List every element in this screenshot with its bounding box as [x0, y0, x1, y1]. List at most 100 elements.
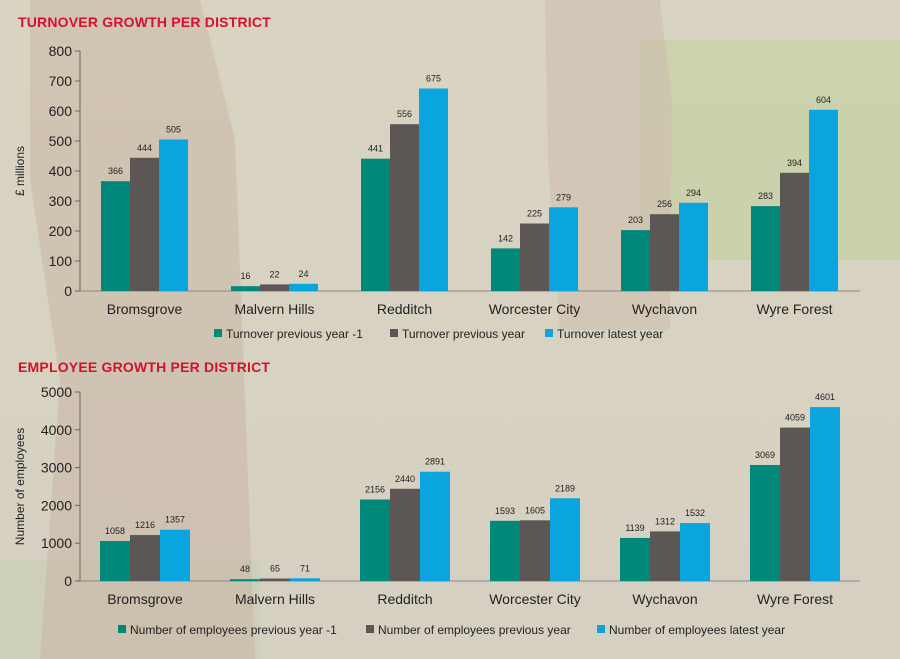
- chart2-y-tick-label: 5000: [41, 384, 72, 400]
- chart2-bar: [130, 535, 160, 581]
- chart2-bar: [780, 427, 810, 581]
- chart1-bar: [780, 172, 809, 291]
- chart1-bar: [101, 181, 130, 291]
- chart2-data-label: 1532: [685, 508, 705, 518]
- chart1-bar: [679, 202, 708, 291]
- chart1-bar: [390, 124, 419, 291]
- chart1-data-label: 225: [527, 209, 542, 219]
- chart2-bar: [260, 578, 290, 581]
- chart1-y-tick-label: 300: [49, 193, 73, 209]
- chart1-data-label: 444: [137, 143, 152, 153]
- chart2-bar: [420, 471, 450, 581]
- chart2-y-tick-label: 3000: [41, 460, 72, 476]
- chart2-data-label: 1216: [135, 520, 155, 530]
- chart2-bar: [390, 488, 420, 581]
- chart1-category-label: Redditch: [377, 301, 432, 317]
- chart2-category-label: Redditch: [377, 591, 432, 607]
- chart2-legend-swatch: [597, 625, 605, 633]
- chart1-bar: [231, 286, 260, 291]
- chart2-bar: [490, 520, 520, 581]
- chart1-bar: [549, 207, 578, 291]
- chart2-data-label: 48: [240, 564, 250, 574]
- chart2-data-label: 2156: [365, 485, 385, 495]
- chart1-bar: [260, 284, 289, 291]
- chart1-legend-label: Turnover previous year -1: [226, 327, 363, 341]
- chart1-data-label: 366: [108, 166, 123, 176]
- chart1-bar: [159, 139, 188, 291]
- chart1-data-label: 203: [628, 215, 643, 225]
- chart2-bar: [230, 579, 260, 581]
- chart1-category-label: Wychavon: [632, 301, 697, 317]
- chart1-data-label: 294: [686, 188, 701, 198]
- chart1-y-tick-label: 100: [49, 253, 73, 269]
- chart1-legend-swatch: [214, 329, 222, 337]
- chart2-legend-swatch: [366, 625, 374, 633]
- chart2-y-axis-label: Number of employees: [13, 428, 27, 545]
- chart2-data-label: 71: [300, 563, 310, 573]
- chart2-bar: [680, 523, 710, 581]
- chart2-data-label: 1312: [655, 516, 675, 526]
- chart1-data-label: 441: [368, 144, 383, 154]
- chart1-legend-label: Turnover latest year: [557, 327, 663, 341]
- chart1-category-label: Wyre Forest: [756, 301, 832, 317]
- chart2-legend-label: Number of employees latest year: [609, 623, 785, 637]
- chart2-bar: [290, 578, 320, 581]
- chart2-legend-swatch: [118, 625, 126, 633]
- chart2-data-label: 1605: [525, 505, 545, 515]
- chart2-category-label: Wyre Forest: [757, 591, 833, 607]
- chart1-legend-swatch: [390, 329, 398, 337]
- chart2-data-label: 1593: [495, 506, 515, 516]
- chart2-data-label: 65: [270, 564, 280, 574]
- chart2-legend-label: Number of employees previous year: [378, 623, 571, 637]
- chart1-legend-swatch: [545, 329, 553, 337]
- chart1-y-tick-label: 500: [49, 133, 73, 149]
- chart1-bar: [650, 214, 679, 291]
- chart2-category-label: Bromsgrove: [107, 591, 183, 607]
- chart1-legend-label: Turnover previous year: [402, 327, 525, 341]
- chart2-data-label: 2891: [425, 457, 445, 467]
- chart2-bar: [360, 499, 390, 581]
- chart2-category-label: Worcester City: [489, 591, 581, 607]
- chart1-data-label: 142: [498, 233, 513, 243]
- chart1-y-tick-label: 0: [64, 283, 72, 299]
- chart1-data-label: 675: [426, 74, 441, 84]
- chart2-bar: [550, 498, 580, 581]
- chart1-y-tick-label: 400: [49, 163, 73, 179]
- chart1-category-label: Bromsgrove: [107, 301, 183, 317]
- chart2-legend-label: Number of employees previous year -1: [130, 623, 337, 637]
- chart1-bar: [289, 283, 318, 291]
- chart2-bar: [520, 520, 550, 581]
- chart2-data-label: 3069: [755, 450, 775, 460]
- chart2-category-label: Malvern Hills: [235, 591, 315, 607]
- chart1-bar: [419, 88, 448, 291]
- chart1-data-label: 556: [397, 109, 412, 119]
- chart1-data-label: 283: [758, 191, 773, 201]
- chart1-y-axis-label: £ millions: [13, 146, 27, 196]
- chart2-y-tick-label: 2000: [41, 497, 72, 513]
- chart1-data-label: 394: [787, 158, 802, 168]
- chart1-bar: [621, 230, 650, 291]
- turnover-chart: 0 100 200 300 400 500 600 700 800 £ millions 366 44…: [13, 43, 860, 341]
- chart2-data-label: 4059: [785, 413, 805, 423]
- chart1-data-label: 256: [657, 199, 672, 209]
- chart1-data-label: 279: [556, 192, 571, 202]
- chart1-bar: [751, 206, 780, 291]
- chart1-bar: [491, 248, 520, 291]
- chart2-bar: [750, 464, 780, 581]
- chart2-y-tick-label: 0: [64, 573, 72, 589]
- chart1-data-label: 16: [240, 271, 250, 281]
- chart1-bar: [361, 158, 390, 291]
- chart2-data-label: 2440: [395, 474, 415, 484]
- chart1-bar: [809, 109, 838, 291]
- chart1-bar: [130, 157, 159, 291]
- chart1-y-tick-label: 800: [49, 43, 73, 59]
- chart1-data-label: 505: [166, 125, 181, 135]
- chart1-data-label: 24: [298, 269, 308, 279]
- chart2-data-label: 1058: [105, 526, 125, 536]
- chart2-bar: [810, 407, 840, 581]
- chart2-bar: [160, 529, 190, 581]
- chart2-bar: [650, 531, 680, 581]
- chart2-data-label: 2189: [555, 483, 575, 493]
- chart2-category-label: Wychavon: [632, 591, 697, 607]
